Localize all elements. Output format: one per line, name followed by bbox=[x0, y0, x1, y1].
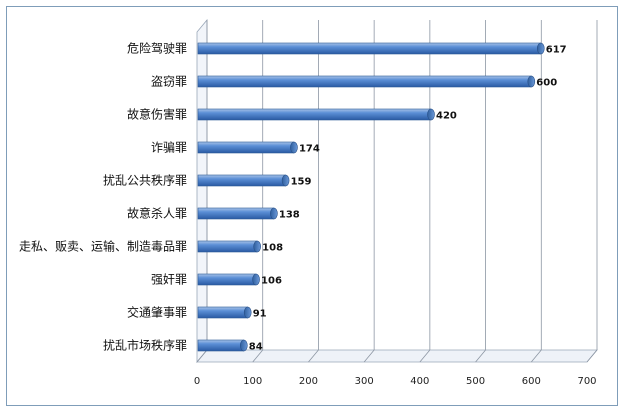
x-tick-label: 300 bbox=[355, 376, 374, 387]
bar-body bbox=[197, 273, 257, 286]
bar bbox=[197, 42, 545, 55]
bar bbox=[197, 240, 261, 253]
category-label: 扰乱市场秩序罪 bbox=[103, 338, 187, 353]
bar-body bbox=[197, 240, 258, 253]
bar-body bbox=[197, 108, 432, 121]
bar-body bbox=[197, 174, 286, 187]
bar bbox=[197, 306, 252, 319]
bar-cap bbox=[290, 141, 298, 154]
x-tick-label: 400 bbox=[410, 376, 429, 387]
bar-body bbox=[197, 306, 249, 319]
value-label: 84 bbox=[249, 342, 263, 353]
x-tick-label: 600 bbox=[522, 376, 541, 387]
bar-body bbox=[197, 141, 295, 154]
bar bbox=[197, 174, 290, 187]
value-labels: 617 600 420 174 159 138 108 106 91 84 bbox=[249, 45, 567, 353]
bar-cap bbox=[252, 273, 260, 286]
bar-cap bbox=[270, 207, 278, 220]
chart-frame: 危险驾驶罪盗窃罪故意伤害罪诈骗罪扰乱公共秩序罪故意杀人罪走私、贩卖、运输、制造毒… bbox=[6, 6, 618, 406]
floor-gridline bbox=[363, 349, 375, 363]
bar-cap bbox=[243, 306, 252, 319]
bar-cap bbox=[427, 108, 435, 121]
category-labels: 危险驾驶罪盗窃罪故意伤害罪诈骗罪扰乱公共秩序罪故意杀人罪走私、贩卖、运输、制造毒… bbox=[19, 41, 187, 353]
category-label: 走私、贩卖、运输、制造毒品罪 bbox=[19, 239, 187, 254]
bar-cap bbox=[527, 75, 536, 88]
bar bbox=[197, 273, 260, 286]
floor-gridline bbox=[419, 349, 431, 363]
value-label: 108 bbox=[262, 243, 283, 254]
x-tick-label: 500 bbox=[466, 376, 485, 387]
value-label: 159 bbox=[291, 177, 312, 188]
bar-cap bbox=[253, 240, 261, 253]
value-label: 106 bbox=[261, 276, 282, 287]
category-label: 故意伤害罪 bbox=[127, 107, 187, 122]
floor-gridline bbox=[252, 349, 264, 363]
bar-body bbox=[197, 207, 275, 220]
value-label: 600 bbox=[536, 78, 557, 89]
value-label: 420 bbox=[436, 111, 457, 122]
value-label: 91 bbox=[253, 309, 267, 320]
x-tick-label: 200 bbox=[299, 376, 318, 387]
floor-gridline bbox=[475, 349, 486, 363]
value-label: 174 bbox=[299, 144, 320, 155]
bar-cap bbox=[240, 339, 248, 352]
bar-body bbox=[197, 75, 532, 88]
category-label: 危险驾驶罪 bbox=[127, 41, 187, 56]
x-tick-label: 100 bbox=[243, 376, 262, 387]
bar-cap bbox=[536, 42, 545, 55]
gridlines bbox=[196, 20, 598, 363]
floor-gridline bbox=[530, 349, 542, 363]
floor-gridline bbox=[196, 349, 208, 363]
x-tick-label: 700 bbox=[577, 376, 596, 387]
bar-body bbox=[197, 42, 542, 55]
floor-gridline bbox=[308, 349, 319, 363]
bar-body bbox=[197, 339, 245, 352]
bar bbox=[197, 339, 248, 352]
value-label: 138 bbox=[279, 210, 300, 221]
bar bbox=[197, 75, 536, 88]
category-label: 盗窃罪 bbox=[151, 74, 187, 89]
floor-gridline bbox=[586, 349, 598, 363]
category-label: 故意杀人罪 bbox=[127, 206, 187, 221]
bars bbox=[197, 42, 545, 352]
category-label: 交通肇事罪 bbox=[127, 305, 187, 320]
bar bbox=[197, 141, 298, 154]
category-label: 强奸罪 bbox=[151, 273, 187, 287]
bar bbox=[197, 207, 278, 220]
bar bbox=[197, 108, 435, 121]
category-label: 诈骗罪 bbox=[151, 140, 187, 155]
x-tick-label: 0 bbox=[194, 376, 200, 387]
value-label: 617 bbox=[546, 45, 567, 56]
x-axis-ticks: 0 100 200 300 400 500 600 700 bbox=[194, 376, 597, 387]
bar-cap bbox=[281, 174, 290, 187]
bar-chart: 危险驾驶罪盗窃罪故意伤害罪诈骗罪扰乱公共秩序罪故意杀人罪走私、贩卖、运输、制造毒… bbox=[19, 18, 598, 387]
category-label: 扰乱公共秩序罪 bbox=[103, 173, 187, 188]
